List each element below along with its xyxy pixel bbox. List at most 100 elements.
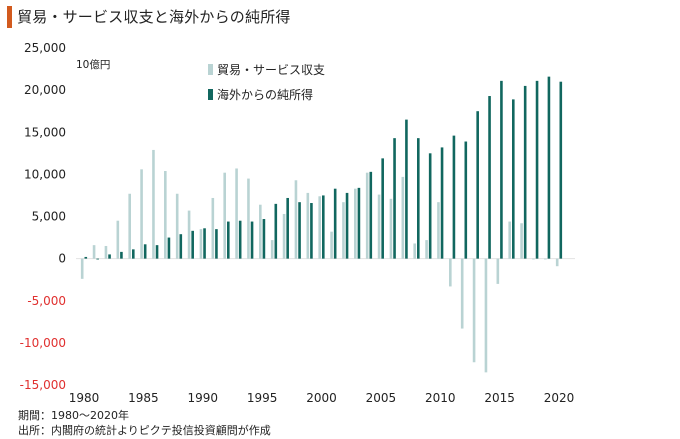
x-tick-label: 1990: [187, 391, 218, 405]
bar-net-income: [488, 96, 491, 259]
bar-net-income: [322, 195, 325, 259]
bar-net-income: [215, 229, 218, 259]
bar-trade-services: [377, 194, 381, 259]
bar-trade-services: [389, 198, 393, 259]
footnote-source: 出所：内閣府の統計よりピクテ投信投資顧問が作成: [18, 424, 271, 437]
legend-swatch-trade-services: [208, 64, 213, 75]
y-tick-label: -15,000: [20, 378, 66, 392]
bar-trade-services: [282, 213, 286, 259]
bar-trade-services: [365, 172, 369, 259]
bar-net-income: [155, 245, 159, 259]
bar-trade-services: [128, 193, 131, 259]
bar-net-income: [500, 80, 503, 259]
bar-trade-services: [140, 169, 143, 259]
bar-net-income: [440, 147, 444, 259]
bar-trade-services: [306, 192, 310, 259]
title-accent-bar: [7, 6, 12, 28]
bar-net-income: [428, 153, 432, 259]
bar-trade-services: [164, 171, 167, 259]
bar-net-income: [381, 158, 384, 259]
bar-net-income: [262, 219, 266, 259]
bar-trade-services: [401, 176, 405, 259]
bar-net-income: [523, 85, 527, 259]
bar-trade-services: [413, 243, 416, 259]
bar-net-income: [286, 197, 289, 259]
bar-net-income: [405, 119, 408, 259]
bar-trade-services: [449, 258, 452, 287]
bar-net-income: [476, 111, 479, 259]
chart-title: 貿易・サービス収支と海外からの純所得: [17, 8, 291, 26]
bar-trade-services: [508, 221, 511, 259]
y-tick-label: -10,000: [20, 336, 66, 350]
legend-label-trade-services: 貿易・サービス収支: [217, 63, 325, 77]
bar-trade-services: [92, 245, 96, 259]
bar-trade-services: [247, 178, 250, 259]
bar-net-income: [84, 256, 88, 259]
bar-net-income: [96, 258, 99, 260]
bar-net-income: [298, 202, 301, 259]
bar-trade-services: [211, 197, 215, 259]
x-tick-label: 2015: [484, 391, 515, 405]
y-tick-label: 25,000: [24, 41, 66, 55]
bar-net-income: [357, 187, 361, 259]
y-tick-label: 20,000: [24, 83, 66, 97]
x-tick-label: 2020: [544, 391, 575, 405]
bar-net-income: [143, 244, 147, 259]
y-tick-label: 15,000: [24, 125, 66, 139]
bar-trade-services: [199, 229, 203, 259]
bar-net-income: [227, 221, 230, 259]
bar-trade-services: [484, 258, 488, 373]
x-tick-label: 2000: [306, 391, 337, 405]
y-tick-label: 0: [58, 252, 66, 266]
bar-trade-services: [532, 258, 535, 260]
legend-swatch-net-income: [208, 89, 213, 100]
bar-net-income: [274, 203, 278, 259]
bar-trade-services: [318, 196, 321, 259]
bar-trade-services: [555, 258, 559, 267]
bar-net-income: [417, 138, 420, 259]
bar-trade-services: [152, 149, 155, 259]
bar-net-income: [250, 221, 254, 259]
bar-trade-services: [330, 231, 333, 259]
x-tick-label: 2005: [366, 391, 397, 405]
bar-trade-services: [116, 220, 120, 259]
bar-net-income: [132, 249, 135, 259]
bar-net-income: [547, 76, 551, 259]
bar-trade-services: [294, 180, 298, 259]
bar-net-income: [238, 220, 242, 259]
bar-trade-services: [80, 258, 84, 279]
bar-trade-services: [104, 245, 108, 259]
bar-net-income: [179, 234, 183, 259]
bar-trade-services: [472, 258, 476, 363]
bar-trade-services: [496, 258, 500, 284]
bar-net-income: [120, 251, 123, 259]
bar-net-income: [333, 188, 337, 259]
bar-trade-services: [235, 168, 238, 259]
bar-trade-services: [175, 193, 179, 259]
bar-net-income: [452, 135, 456, 259]
bar-net-income: [369, 171, 373, 259]
bar-net-income: [203, 228, 206, 259]
legend-label-net-income: 海外からの純所得: [217, 87, 313, 102]
bar-net-income: [167, 237, 171, 259]
bar-trade-services: [259, 204, 262, 259]
x-tick-label: 1980: [69, 391, 100, 405]
bar-trade-services: [544, 258, 547, 260]
footnote-period: 期間：1980〜2020年: [18, 409, 129, 422]
y-unit-label: 10億円: [76, 58, 110, 71]
bar-net-income: [559, 81, 563, 259]
bar-trade-services: [270, 240, 274, 259]
bar-trade-services: [520, 223, 523, 259]
bar-net-income: [512, 99, 515, 259]
bar-trade-services: [223, 172, 226, 259]
bar-trade-services: [342, 202, 345, 259]
y-tick-label: -5,000: [27, 294, 66, 308]
y-tick-label: 5,000: [32, 210, 66, 224]
x-tick-label: 2010: [425, 391, 456, 405]
bar-net-income: [393, 138, 396, 259]
bar-trade-services: [354, 188, 357, 259]
y-tick-label: 10,000: [24, 167, 66, 181]
bar-trade-services: [437, 202, 440, 259]
bar-net-income: [535, 80, 539, 259]
bar-net-income: [310, 203, 313, 259]
